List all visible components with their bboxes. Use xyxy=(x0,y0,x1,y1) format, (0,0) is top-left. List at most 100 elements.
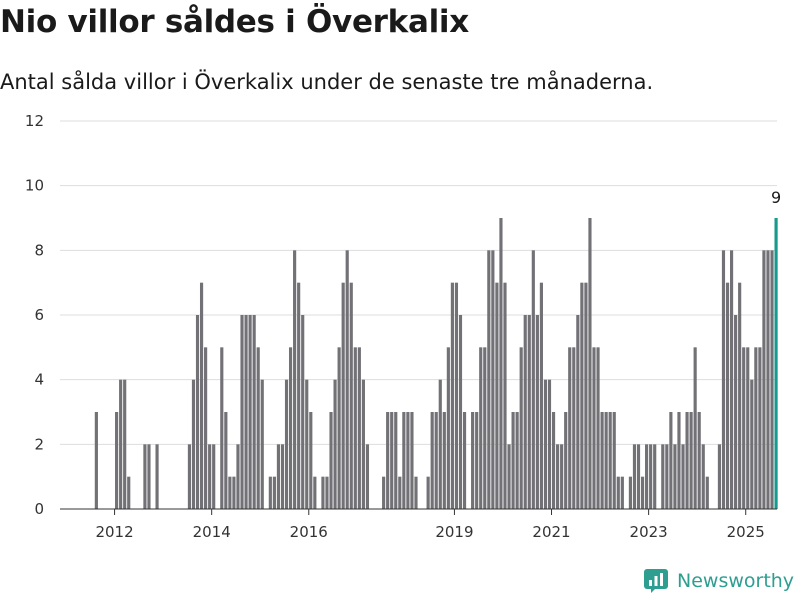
bar xyxy=(450,282,454,509)
bar xyxy=(568,347,572,509)
chart-title: Nio villor såldes i Överkalix xyxy=(0,4,469,40)
bar xyxy=(503,282,507,509)
bar xyxy=(212,444,216,509)
bar xyxy=(115,412,119,509)
bar xyxy=(195,315,200,509)
bar xyxy=(426,476,430,509)
bar xyxy=(402,412,406,509)
bar xyxy=(357,347,361,509)
bar xyxy=(604,412,608,509)
newsworthy-logo-icon xyxy=(644,569,668,593)
bar xyxy=(462,412,467,509)
chart-subtitle: Antal sålda villor i Överkalix under de … xyxy=(0,70,654,94)
y-tick-label: 6 xyxy=(34,306,44,324)
last-value-label: 9 xyxy=(771,188,781,207)
data-labels: 9 xyxy=(771,188,781,207)
bar xyxy=(580,282,584,509)
bar xyxy=(705,476,709,509)
bar xyxy=(321,476,325,509)
bar xyxy=(272,476,276,509)
bar xyxy=(345,250,349,509)
bar xyxy=(717,444,722,509)
bar xyxy=(742,347,746,509)
bar xyxy=(309,412,313,509)
bar xyxy=(754,347,758,509)
bar xyxy=(746,347,750,509)
bar xyxy=(280,444,285,509)
bar xyxy=(199,282,204,509)
bar xyxy=(232,476,236,509)
bar xyxy=(337,347,341,509)
x-tick-label: 2012 xyxy=(95,523,133,541)
bar xyxy=(636,444,641,509)
bar xyxy=(632,444,637,509)
bar xyxy=(685,412,689,509)
bar xyxy=(507,444,511,509)
bar xyxy=(487,250,491,509)
bar-highlighted xyxy=(774,218,778,509)
bar xyxy=(556,444,560,509)
bar xyxy=(729,250,734,509)
bar xyxy=(260,379,264,509)
bar xyxy=(394,412,398,509)
bar xyxy=(681,444,685,509)
bar xyxy=(248,315,252,509)
bar xyxy=(519,347,523,509)
bar xyxy=(434,412,438,509)
bar xyxy=(588,218,592,509)
bar xyxy=(669,412,673,509)
bar xyxy=(414,476,418,509)
bar xyxy=(191,379,196,509)
bar xyxy=(471,412,475,509)
bar xyxy=(564,412,568,509)
bar xyxy=(515,412,519,509)
bar xyxy=(499,218,503,509)
y-tick-label: 12 xyxy=(25,112,44,130)
bar xyxy=(147,444,151,509)
bar xyxy=(446,347,450,509)
bar xyxy=(576,315,580,509)
bar xyxy=(531,250,535,509)
gridlines xyxy=(60,120,777,445)
bar xyxy=(390,412,394,509)
bar xyxy=(228,476,232,509)
bar xyxy=(288,347,293,509)
bar xyxy=(220,347,224,509)
bar xyxy=(365,444,370,509)
bar xyxy=(523,315,527,509)
bar xyxy=(313,476,317,509)
bar xyxy=(770,250,774,509)
bar xyxy=(410,412,414,509)
y-tick-label: 2 xyxy=(34,435,44,453)
bar xyxy=(305,379,309,509)
bar xyxy=(276,444,281,509)
bar xyxy=(640,476,645,509)
bar xyxy=(483,347,487,509)
bar xyxy=(382,476,386,509)
bar xyxy=(734,315,738,509)
bar xyxy=(398,476,402,509)
bar xyxy=(725,282,730,509)
bar xyxy=(187,444,192,509)
bar xyxy=(547,379,552,509)
bar xyxy=(649,444,653,509)
bar xyxy=(661,444,665,509)
newsworthy-brand: Newsworthy xyxy=(644,569,794,593)
bar xyxy=(406,412,410,509)
bar xyxy=(475,412,479,509)
x-tick-label: 2023 xyxy=(630,523,668,541)
bar xyxy=(738,282,742,509)
bar xyxy=(293,250,297,509)
bar xyxy=(572,347,576,509)
bar xyxy=(386,412,390,509)
bar xyxy=(721,250,726,509)
bar xyxy=(204,347,208,509)
bar xyxy=(123,379,127,509)
y-tick-label: 0 xyxy=(34,500,44,518)
bar xyxy=(244,315,248,509)
bar xyxy=(689,412,693,509)
bar xyxy=(697,412,701,509)
bar xyxy=(333,379,337,509)
x-tick-label: 2016 xyxy=(290,523,328,541)
